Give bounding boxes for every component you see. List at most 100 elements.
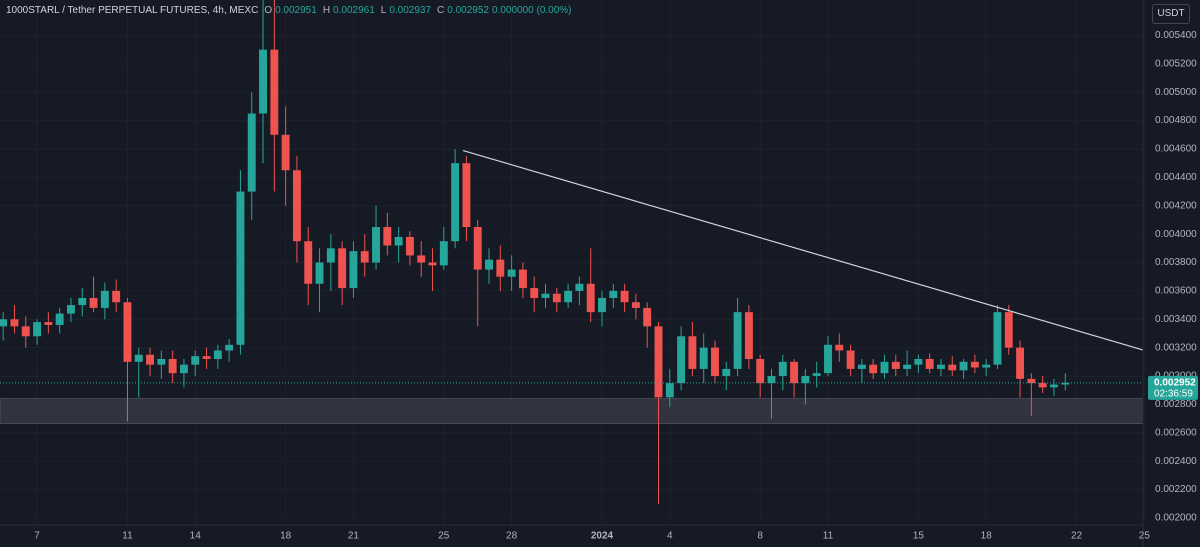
candle-body — [790, 361, 799, 384]
candle-body — [462, 163, 471, 228]
candle-body — [925, 358, 934, 369]
candle-body — [552, 293, 561, 303]
candle-body — [507, 269, 516, 277]
candle-body — [157, 358, 166, 365]
ohlc-value: 0.002951 — [275, 5, 317, 16]
candle-body — [123, 302, 132, 362]
candle-body — [0, 319, 8, 327]
candle-body — [812, 373, 821, 377]
candle-body — [688, 336, 697, 369]
ohlc-key: H — [322, 5, 331, 16]
candle-body — [869, 364, 878, 374]
candle-body — [722, 368, 731, 377]
candle-body — [213, 350, 222, 359]
candle-body — [1016, 347, 1025, 379]
candle-body — [575, 283, 584, 291]
candle-body — [699, 347, 708, 369]
candle-body — [146, 354, 155, 365]
support-zone — [0, 398, 1143, 424]
candle-body — [405, 236, 414, 256]
y-tick-label: 0.005200 — [1155, 58, 1197, 69]
last-price-box — [1148, 375, 1198, 400]
currency-button[interactable]: USDT — [1152, 4, 1190, 24]
candle-body — [67, 305, 75, 314]
candle-body — [394, 236, 403, 246]
candle-body — [473, 227, 482, 270]
candle-body — [1027, 378, 1036, 384]
x-tick-label: 25 — [1139, 531, 1151, 542]
countdown-label: 02:36:59 — [1154, 388, 1193, 399]
candle-body — [767, 376, 776, 384]
candle-body — [631, 302, 640, 308]
last-price-label: 0.002952 — [1154, 377, 1196, 388]
y-tick-label: 0.004000 — [1155, 229, 1197, 240]
candle-body — [315, 262, 324, 284]
candle-body — [598, 297, 606, 313]
y-tick-label: 0.002400 — [1155, 456, 1197, 467]
candle-body — [292, 170, 301, 242]
candle-body — [1061, 382, 1070, 385]
candle-body — [937, 364, 945, 369]
candle-body — [236, 191, 245, 345]
candle-body — [530, 288, 539, 298]
x-tick-label: 11 — [823, 531, 834, 542]
grid — [0, 0, 1144, 525]
x-tick-label: 15 — [913, 531, 925, 542]
y-tick-label: 0.002600 — [1155, 427, 1197, 438]
y-tick-label: 0.005400 — [1155, 30, 1197, 41]
candle-body — [677, 336, 686, 384]
candle-body — [259, 49, 267, 114]
candle-body — [733, 312, 742, 369]
candle-body — [914, 358, 923, 365]
y-tick-label: 0.003200 — [1155, 342, 1197, 353]
candle-body — [383, 227, 392, 246]
y-tick-label: 0.003600 — [1155, 286, 1197, 297]
candle-body — [202, 356, 211, 359]
candle-body — [134, 354, 143, 362]
candle-body — [326, 248, 335, 263]
x-tick-label: 7 — [34, 531, 40, 542]
candle-body — [903, 364, 912, 369]
candle-body — [338, 248, 347, 289]
y-tick-label: 0.002800 — [1155, 399, 1197, 410]
y-tick-label: 0.003800 — [1155, 257, 1197, 268]
candle-body — [744, 312, 753, 359]
candle-body — [89, 297, 98, 308]
candle-body — [1050, 384, 1058, 388]
ohlc-value: 0.002937 — [389, 5, 432, 16]
y-tick-label: 0.004800 — [1155, 115, 1197, 126]
candle-body — [846, 350, 855, 369]
candle-body — [428, 262, 437, 266]
y-tick-label: 0.004400 — [1155, 172, 1197, 183]
candle-body — [756, 358, 765, 384]
y-tick-label: 0.002200 — [1155, 484, 1197, 495]
candle-body — [281, 134, 290, 171]
candle-body — [439, 241, 448, 266]
candle-body — [10, 319, 19, 327]
symbol-title: 1000STARL / Tether PERPETUAL FUTURES, 4h… — [6, 5, 259, 16]
ohlc-key: O — [264, 5, 273, 16]
legend-header: 1000STARL / Tether PERPETUAL FUTURES, 4h… — [6, 5, 572, 16]
ohlc-value: 0.002952 — [447, 5, 489, 16]
x-tick-label: 11 — [122, 531, 133, 542]
drawings — [0, 149, 1143, 384]
candle-body — [993, 312, 1002, 365]
candle-body — [891, 361, 900, 369]
candle-body — [801, 376, 810, 384]
candle-body — [1038, 383, 1047, 388]
candle-body — [643, 307, 652, 327]
candle-body — [417, 255, 426, 263]
y-tick-label: 0.002000 — [1155, 513, 1197, 524]
candle-body — [665, 383, 674, 398]
candle-body — [609, 290, 618, 298]
y-tick-label: 0.004200 — [1155, 200, 1197, 211]
candle-body — [191, 356, 200, 365]
candle-body — [33, 322, 42, 337]
x-tick-label: 22 — [1071, 531, 1083, 542]
candle-body — [711, 347, 719, 377]
ohlc-key: C — [437, 5, 445, 16]
candle-body — [349, 251, 358, 289]
candle-body — [1004, 312, 1013, 348]
candle-body — [179, 364, 188, 374]
